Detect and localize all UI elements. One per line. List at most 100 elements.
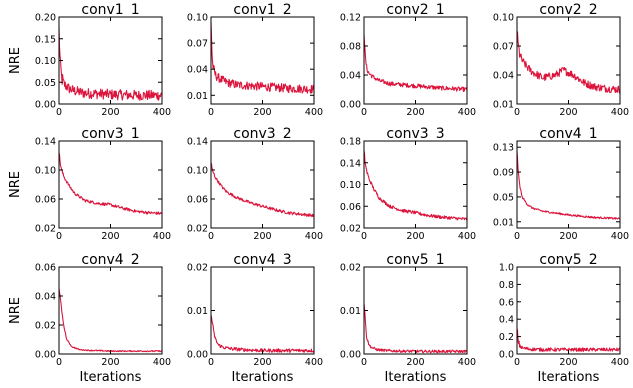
x-tick-label: 0 [56,231,62,242]
y-tick-label: 0.07 [493,42,514,53]
subplot-conv4_3: conv4_3 0 200 400 0.00 0.01 0.02 Iterations [187,252,323,385]
subplot-title: conv1_2 [233,2,291,18]
x-tick-label: 0 [208,107,214,118]
y-tick-label: 0.04 [35,292,56,303]
y-tick-label: 0.02 [35,224,56,235]
x-tick-label: 0 [361,357,367,368]
y-tick-label: 0.05 [493,192,514,203]
x-tick-label: 400 [305,107,323,118]
subplot-conv2_2: conv2_2 0 200 400 0.01 0.04 0.07 0.10 [493,2,629,118]
x-tick-label: 200 [406,107,424,118]
y-tick-label: 0.04 [493,71,514,82]
x-tick-label: 0 [361,231,367,242]
axes-frame [516,16,621,105]
series-line-conv3_3 [363,150,468,221]
x-tick-label: 400 [458,357,476,368]
y-axis-label: NRE [8,297,23,324]
x-tick-label: 400 [153,107,171,118]
y-tick-label: 0.04 [340,71,361,82]
subplot-title: conv2_2 [539,2,597,18]
series-line-conv4_3 [210,314,315,353]
x-tick-label: 0 [361,107,367,118]
x-tick-label: 0 [208,357,214,368]
y-tick-label: 0.15 [35,34,56,45]
y-tick-label: 0.07 [187,39,208,50]
subplot-title: conv5_1 [386,252,444,268]
subplot-title: conv4_2 [81,252,139,268]
y-tick-label: 0.04 [187,65,208,76]
y-tick-label: 0.20 [35,13,56,24]
series-line-conv5_1 [363,303,468,354]
y-tick-label: 0.01 [493,100,514,111]
subplot-conv1_2: conv1_2 0 200 400 0.01 0.04 0.07 0.10 [187,2,323,118]
subplot-title: conv3_1 [81,126,139,142]
x-tick-label: 400 [305,357,323,368]
x-tick-label: 200 [406,357,424,368]
y-tick-label: 0.01 [340,306,361,317]
series-line-conv2_2 [516,31,621,94]
y-tick-label: 0.00 [187,350,208,361]
axes-frame [363,140,468,229]
axes-frame [58,266,163,355]
y-tick-label: 0.0 [499,350,514,361]
subplot-conv2_1: conv2_1 0 200 400 0.00 0.04 0.08 0.12 [340,2,476,118]
y-tick-label: 0.02 [340,224,361,235]
subplot-conv5_2: conv5_2 0 200 400 0.0 0.2 0.4 0.6 0.8 1.0 Iteratio… [499,252,629,385]
subplot-conv3_3: conv3_3 0 200 400 0.02 0.06 0.10 0.14 0.18 [340,126,476,242]
y-tick-label: 0.00 [35,100,56,111]
y-tick-label: 0.06 [35,263,56,274]
series-line-conv4_2 [58,288,163,353]
x-tick-label: 0 [56,357,62,368]
y-tick-label: 0.10 [35,56,56,67]
y-axis-label: NRE [8,47,23,74]
x-tick-label: 0 [514,231,520,242]
subplot-title: conv3_3 [386,126,444,142]
x-tick-label: 200 [101,107,119,118]
y-tick-label: 0.06 [35,195,56,206]
x-axis-label: Iterations [385,370,447,385]
subplot-conv3_1: conv3_1 0 200 400 0.02 0.06 0.10 0.14 NRE [8,126,171,242]
x-tick-label: 200 [101,357,119,368]
y-tick-label: 0.00 [340,350,361,361]
y-tick-label: 0.01 [493,217,514,228]
y-tick-label: 0.06 [340,202,361,213]
subplot-conv5_1: conv5_1 0 200 400 0.00 0.01 0.02 Iterations [340,252,476,385]
subplot-conv4_1: conv4_1 0 200 400 0.01 0.05 0.09 0.13 [493,126,629,242]
y-tick-label: 0.08 [340,42,361,53]
y-tick-label: 0.02 [340,263,361,274]
x-tick-label: 0 [56,107,62,118]
axes-frame [210,266,315,355]
axes-frame [58,140,163,229]
y-tick-label: 0.14 [187,137,208,148]
x-tick-label: 400 [458,231,476,242]
y-tick-label: 0.02 [187,224,208,235]
x-tick-label: 200 [406,231,424,242]
y-tick-label: 0.09 [493,168,514,179]
series-line-conv2_1 [363,34,468,92]
subplot-conv4_2: conv4_2 0 200 400 0.00 0.02 0.04 0.06 NRE Iterati… [8,252,171,385]
x-axis-label: Iterations [232,370,294,385]
y-tick-label: 0.10 [187,13,208,24]
x-tick-label: 400 [611,357,629,368]
axes-frame [363,266,468,355]
series-line-conv5_2 [516,328,621,352]
y-tick-label: 0.8 [499,280,514,291]
subplot-conv1_1: conv1_1 0 200 400 0.00 0.05 0.10 0.15 0.20 NRE [8,2,171,118]
y-tick-label: 0.10 [187,166,208,177]
series-line-conv4_1 [516,151,621,220]
x-tick-label: 400 [153,231,171,242]
series-line-conv1_1 [58,27,163,101]
x-tick-label: 0 [514,107,520,118]
x-axis-label: Iterations [538,370,600,385]
axes-frame [516,266,621,355]
x-tick-label: 0 [514,357,520,368]
x-tick-label: 400 [153,357,171,368]
y-tick-label: 0.14 [340,158,361,169]
y-tick-label: 0.02 [35,321,56,332]
y-tick-label: 0.14 [35,137,56,148]
subplot-title: conv1_1 [81,2,139,18]
y-tick-label: 0.4 [499,315,514,326]
y-tick-label: 0.02 [187,263,208,274]
y-tick-label: 0.2 [499,332,514,343]
